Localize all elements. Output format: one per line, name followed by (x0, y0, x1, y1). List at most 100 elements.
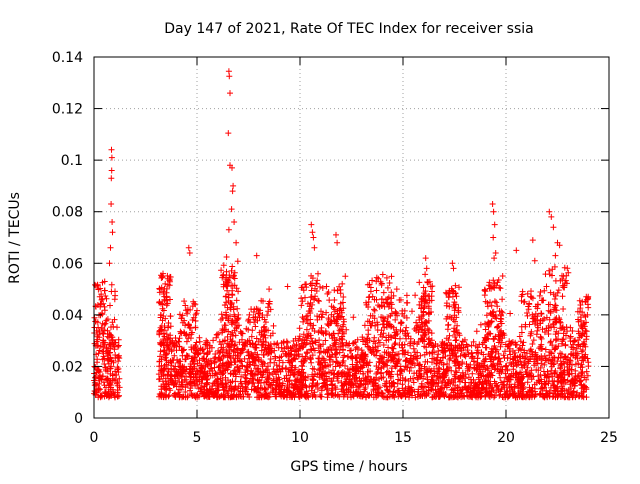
data-point (274, 377, 281, 384)
data-point (487, 299, 493, 306)
data-point (490, 387, 497, 394)
data-point (475, 385, 482, 392)
data-point (433, 393, 440, 400)
data-point (474, 347, 481, 354)
data-point (242, 372, 249, 379)
outlier-point (225, 130, 232, 137)
data-point (383, 358, 390, 365)
data-point (569, 390, 576, 397)
data-point (549, 266, 556, 273)
data-point (225, 317, 232, 324)
data-point (359, 355, 366, 362)
outlier-point (309, 229, 316, 236)
data-point (95, 385, 102, 392)
data-point (249, 327, 256, 334)
data-point (428, 386, 435, 393)
data-point (317, 362, 324, 369)
data-point (420, 375, 427, 382)
data-point (549, 272, 555, 279)
data-point (546, 356, 553, 363)
data-point (311, 366, 318, 373)
data-point (561, 360, 568, 367)
data-point (431, 365, 437, 372)
data-point (343, 380, 350, 387)
data-point (487, 310, 494, 317)
data-point (558, 388, 564, 395)
data-point (175, 359, 182, 366)
data-point (353, 363, 360, 370)
data-point (225, 387, 232, 394)
data-point (248, 350, 255, 357)
data-point (569, 328, 576, 334)
data-point (555, 330, 562, 337)
data-point (452, 362, 459, 369)
data-point (546, 374, 553, 381)
data-point (278, 386, 285, 393)
x-axis-label: GPS time / hours (290, 459, 407, 475)
data-point (333, 316, 340, 323)
data-point (474, 355, 481, 362)
data-point (405, 333, 412, 340)
data-point (180, 393, 187, 400)
data-point (250, 309, 257, 315)
data-point (452, 304, 459, 311)
data-point (378, 296, 385, 302)
data-point (186, 324, 193, 331)
data-point (104, 375, 111, 382)
data-point (384, 284, 391, 291)
data-point (507, 351, 514, 358)
data-point (421, 304, 428, 310)
data-point (364, 335, 371, 342)
data-point (266, 300, 273, 307)
data-point (111, 377, 118, 384)
data-point (408, 386, 415, 393)
data-point (374, 369, 381, 376)
outlier-point (490, 208, 497, 215)
data-point (402, 393, 409, 400)
outlier-point (185, 244, 192, 251)
data-point (262, 319, 269, 326)
data-point (339, 280, 346, 287)
data-point (101, 303, 108, 310)
outlier-point (422, 255, 429, 262)
data-point (213, 371, 220, 378)
data-point (181, 330, 188, 337)
data-point (424, 374, 431, 380)
data-point (219, 368, 226, 375)
data-point (230, 355, 237, 362)
data-point (171, 391, 178, 398)
data-point (576, 297, 583, 304)
data-point (257, 384, 264, 391)
data-point (549, 321, 556, 328)
data-point (287, 345, 294, 351)
data-point (189, 392, 195, 399)
data-point (157, 324, 164, 331)
data-point (480, 364, 486, 371)
data-point (402, 358, 409, 365)
data-point (283, 372, 290, 379)
data-point (323, 283, 330, 290)
data-point (410, 345, 417, 352)
y-tick-label: 0.04 (52, 308, 83, 324)
data-point (176, 311, 183, 318)
data-point (335, 373, 341, 380)
data-point (493, 299, 500, 306)
data-point (98, 296, 105, 303)
data-point (286, 390, 293, 397)
data-point (381, 382, 388, 389)
outlier-point (311, 244, 318, 251)
data-point (252, 362, 259, 369)
data-point (259, 342, 266, 349)
data-point (575, 316, 581, 323)
data-point (177, 383, 184, 390)
data-point (161, 365, 168, 372)
data-point (185, 381, 191, 388)
outlier-point (513, 247, 520, 254)
data-point (222, 383, 229, 389)
ticks-layer: 0 0.02 0.04 0.06 0.08 0.1 0.12 0.14 0 5 10 15 20 25 (52, 50, 618, 446)
data-point (159, 378, 166, 385)
data-point (512, 339, 519, 346)
data-point (337, 300, 344, 307)
data-point (299, 366, 305, 373)
data-point (296, 325, 303, 332)
